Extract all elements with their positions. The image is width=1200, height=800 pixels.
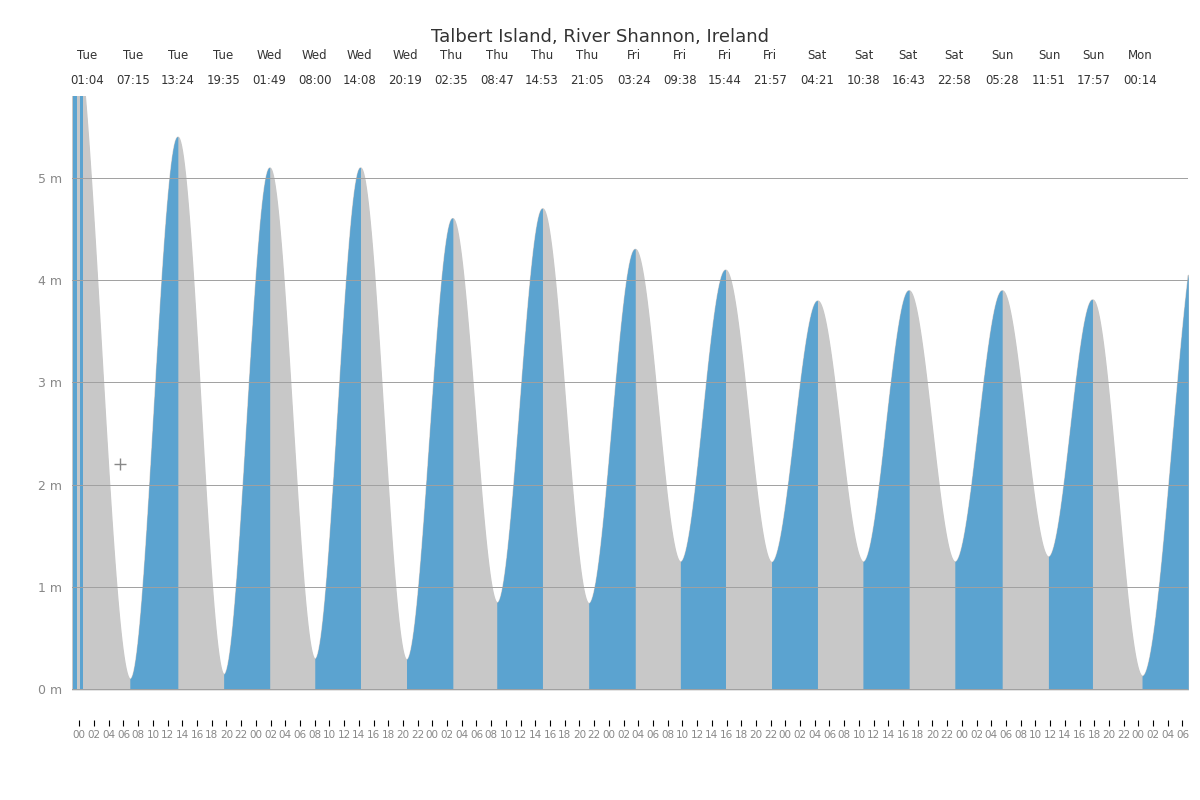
Text: Sat: Sat — [944, 49, 964, 62]
Text: Thu: Thu — [486, 49, 508, 62]
Text: Thu: Thu — [530, 49, 553, 62]
Text: Tue: Tue — [122, 49, 143, 62]
Text: 11:51: 11:51 — [1032, 74, 1066, 86]
Text: Sat: Sat — [899, 49, 918, 62]
Text: Thu: Thu — [576, 49, 599, 62]
Text: Wed: Wed — [257, 49, 282, 62]
Text: Tue: Tue — [214, 49, 234, 62]
Text: Sat: Sat — [808, 49, 827, 62]
Text: Sun: Sun — [991, 49, 1013, 62]
Text: 15:44: 15:44 — [708, 74, 742, 86]
Text: 07:15: 07:15 — [115, 74, 150, 86]
Text: Wed: Wed — [302, 49, 328, 62]
Text: 01:49: 01:49 — [252, 74, 286, 86]
Text: 04:21: 04:21 — [800, 74, 834, 86]
Text: Fri: Fri — [626, 49, 641, 62]
Text: 08:47: 08:47 — [480, 74, 514, 86]
Text: Wed: Wed — [347, 49, 372, 62]
Text: 22:58: 22:58 — [937, 74, 971, 86]
Text: 02:35: 02:35 — [434, 74, 468, 86]
Text: Tue: Tue — [77, 49, 97, 62]
Text: Wed: Wed — [392, 49, 418, 62]
Text: 19:35: 19:35 — [206, 74, 240, 86]
Text: 17:57: 17:57 — [1076, 74, 1111, 86]
Text: 05:28: 05:28 — [985, 74, 1019, 86]
Text: Fri: Fri — [763, 49, 778, 62]
Text: Sat: Sat — [854, 49, 874, 62]
Text: 21:05: 21:05 — [570, 74, 605, 86]
Text: 16:43: 16:43 — [892, 74, 925, 86]
Text: Sun: Sun — [1038, 49, 1060, 62]
Text: 14:53: 14:53 — [524, 74, 559, 86]
Text: Mon: Mon — [1128, 49, 1152, 62]
Text: 03:24: 03:24 — [617, 74, 650, 86]
Text: 09:38: 09:38 — [662, 74, 696, 86]
Text: Fri: Fri — [673, 49, 686, 62]
Text: 13:24: 13:24 — [161, 74, 194, 86]
Text: Tue: Tue — [168, 49, 188, 62]
Text: 14:08: 14:08 — [343, 74, 377, 86]
Text: Sun: Sun — [1082, 49, 1105, 62]
Text: 00:14: 00:14 — [1123, 74, 1157, 86]
Text: 10:38: 10:38 — [847, 74, 881, 86]
Text: 21:57: 21:57 — [754, 74, 787, 86]
Text: Thu: Thu — [440, 49, 462, 62]
Text: Fri: Fri — [718, 49, 732, 62]
Text: 08:00: 08:00 — [298, 74, 331, 86]
Text: 20:19: 20:19 — [389, 74, 422, 86]
Text: 01:04: 01:04 — [71, 74, 104, 86]
Text: Talbert Island, River Shannon, Ireland: Talbert Island, River Shannon, Ireland — [431, 28, 769, 46]
